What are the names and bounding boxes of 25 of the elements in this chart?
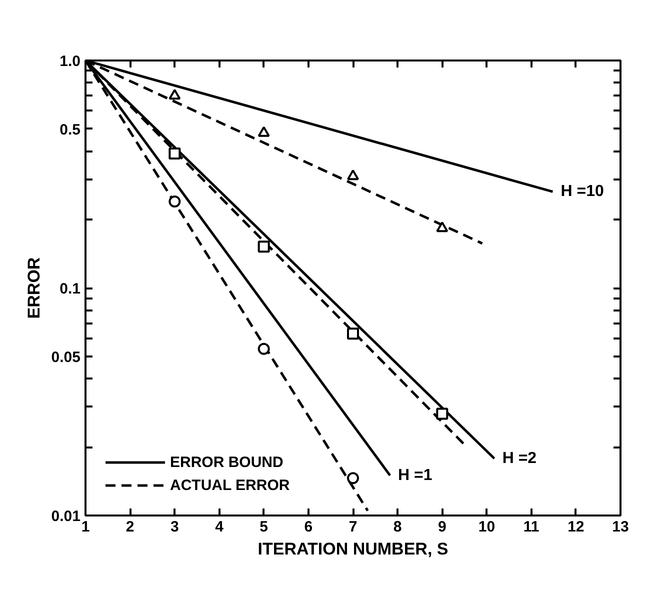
y-tick-label: 0.05 xyxy=(51,348,81,366)
y-axis-title: ERROR xyxy=(24,257,44,319)
x-tick-label: 11 xyxy=(523,518,540,536)
x-tick-label: 12 xyxy=(568,518,584,536)
annotation: H =1 xyxy=(398,466,432,484)
legend-label: ACTUAL ERROR xyxy=(170,476,290,494)
x-tick-label: 10 xyxy=(478,518,496,536)
x-tick-label: 6 xyxy=(304,518,313,536)
annotation: H =2 xyxy=(502,450,537,468)
x-tick-label: 8 xyxy=(393,518,402,536)
x-tick-label: 9 xyxy=(438,518,446,536)
x-tick-label: 5 xyxy=(260,518,268,536)
y-tick-label: 0.1 xyxy=(60,280,81,298)
x-tick-label: 13 xyxy=(612,518,629,536)
x-tick-label: 7 xyxy=(348,518,358,536)
x-tick-label: 4 xyxy=(215,518,224,536)
annotation: H =10 xyxy=(560,183,604,200)
y-tick-label: 0.01 xyxy=(51,508,81,525)
y-tick-label: 0.5 xyxy=(60,121,81,138)
x-tick-label: 2 xyxy=(126,518,134,536)
x-tick-label: 3 xyxy=(170,518,179,536)
y-tick-label: 1.0 xyxy=(60,53,81,70)
x-axis-title: ITERATION NUMBER, S xyxy=(258,540,448,558)
x-tick-label: 1 xyxy=(81,518,90,536)
legend-label: ERROR BOUND xyxy=(170,454,284,470)
